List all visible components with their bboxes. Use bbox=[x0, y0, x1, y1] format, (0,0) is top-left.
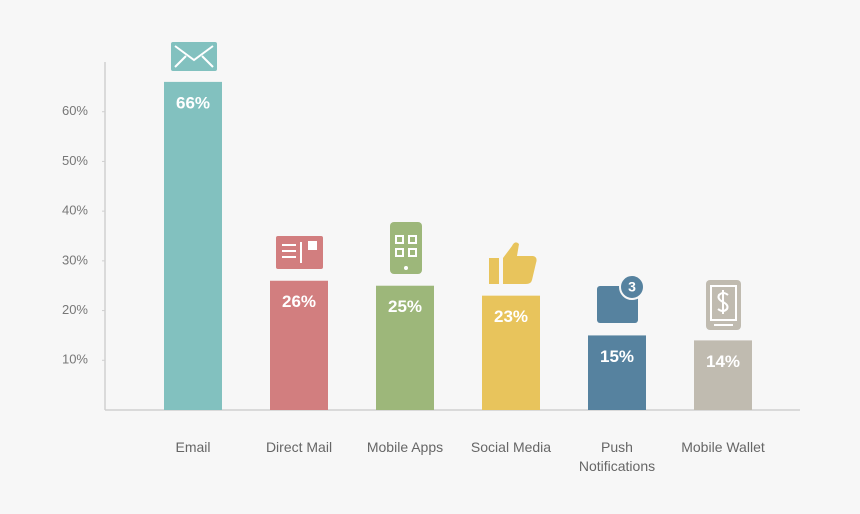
y-tick-label: 40% bbox=[62, 203, 88, 218]
mobile-wallet-icon bbox=[706, 280, 741, 330]
bar bbox=[482, 295, 540, 410]
y-tick-label: 60% bbox=[62, 103, 88, 118]
x-tick-label: Push Notifications bbox=[578, 439, 656, 474]
y-tick-label: 50% bbox=[62, 153, 88, 168]
badge-count: 3 bbox=[628, 279, 636, 295]
x-tick-label: Mobile Apps bbox=[366, 439, 444, 455]
bar bbox=[164, 81, 222, 410]
email-icon bbox=[171, 42, 217, 71]
x-tick-label: Direct Mail bbox=[265, 439, 333, 455]
value-label: 66% bbox=[176, 93, 210, 112]
y-tick-label: 10% bbox=[62, 352, 88, 367]
x-tick-label: Email bbox=[175, 439, 211, 455]
value-label: 15% bbox=[600, 347, 634, 366]
direct-mail-icon bbox=[276, 236, 323, 269]
push-notifications-icon: 3 bbox=[597, 274, 645, 323]
bar bbox=[588, 335, 646, 410]
y-tick-label: 20% bbox=[62, 302, 88, 317]
bar bbox=[694, 340, 752, 410]
value-label: 26% bbox=[282, 292, 316, 311]
value-label: 14% bbox=[706, 352, 740, 371]
y-tick-label: 30% bbox=[62, 252, 88, 267]
mobile-apps-icon bbox=[390, 222, 422, 274]
value-label: 25% bbox=[388, 297, 422, 316]
bar bbox=[270, 280, 328, 410]
social-media-icon bbox=[489, 242, 537, 284]
value-label: 23% bbox=[494, 307, 528, 326]
x-tick-label: Mobile Wallet bbox=[681, 439, 765, 455]
x-tick-label: Social Media bbox=[470, 439, 552, 455]
bar bbox=[376, 285, 434, 410]
